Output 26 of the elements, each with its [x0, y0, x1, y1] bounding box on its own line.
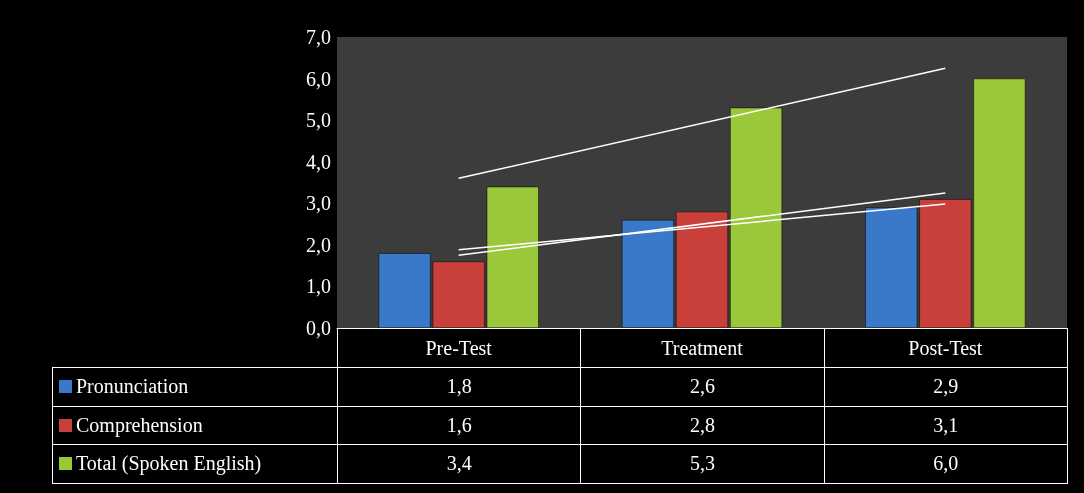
data-label: 2,6: [580, 367, 825, 407]
data-label: 3,4: [337, 444, 582, 484]
bar: [621, 219, 674, 328]
legend-label: Comprehension: [76, 413, 203, 437]
y-tick-label: 2,0: [306, 233, 331, 256]
x-tick-label: Post-Test: [908, 337, 983, 359]
y-tick-label: 3,0: [306, 192, 331, 215]
y-tick-label: 6,0: [306, 67, 331, 90]
data-label: 3,1: [823, 405, 1068, 445]
data-label: 1,6: [337, 405, 582, 445]
bar: [730, 107, 783, 328]
legend-label: Pronunciation: [76, 375, 189, 399]
y-tick-label: 7,0: [306, 26, 331, 48]
data-label: 5,3: [580, 444, 825, 484]
data-label: 2,9: [823, 367, 1068, 407]
y-tick-label: 5,0: [306, 109, 331, 132]
x-tick-label: Treatment: [661, 337, 744, 359]
data-label: 1,8: [337, 367, 582, 407]
y-tick-label: 0,0: [306, 317, 331, 339]
legend-label: Total (Spoken English): [76, 452, 262, 476]
y-tick-label: 4,0: [306, 150, 331, 173]
data-label: 6,0: [823, 444, 1068, 484]
x-tick-label: Pre-Test: [425, 337, 493, 359]
data-label: 2,8: [580, 405, 825, 445]
y-tick-label: 1,0: [306, 275, 331, 298]
bar: [676, 211, 728, 328]
